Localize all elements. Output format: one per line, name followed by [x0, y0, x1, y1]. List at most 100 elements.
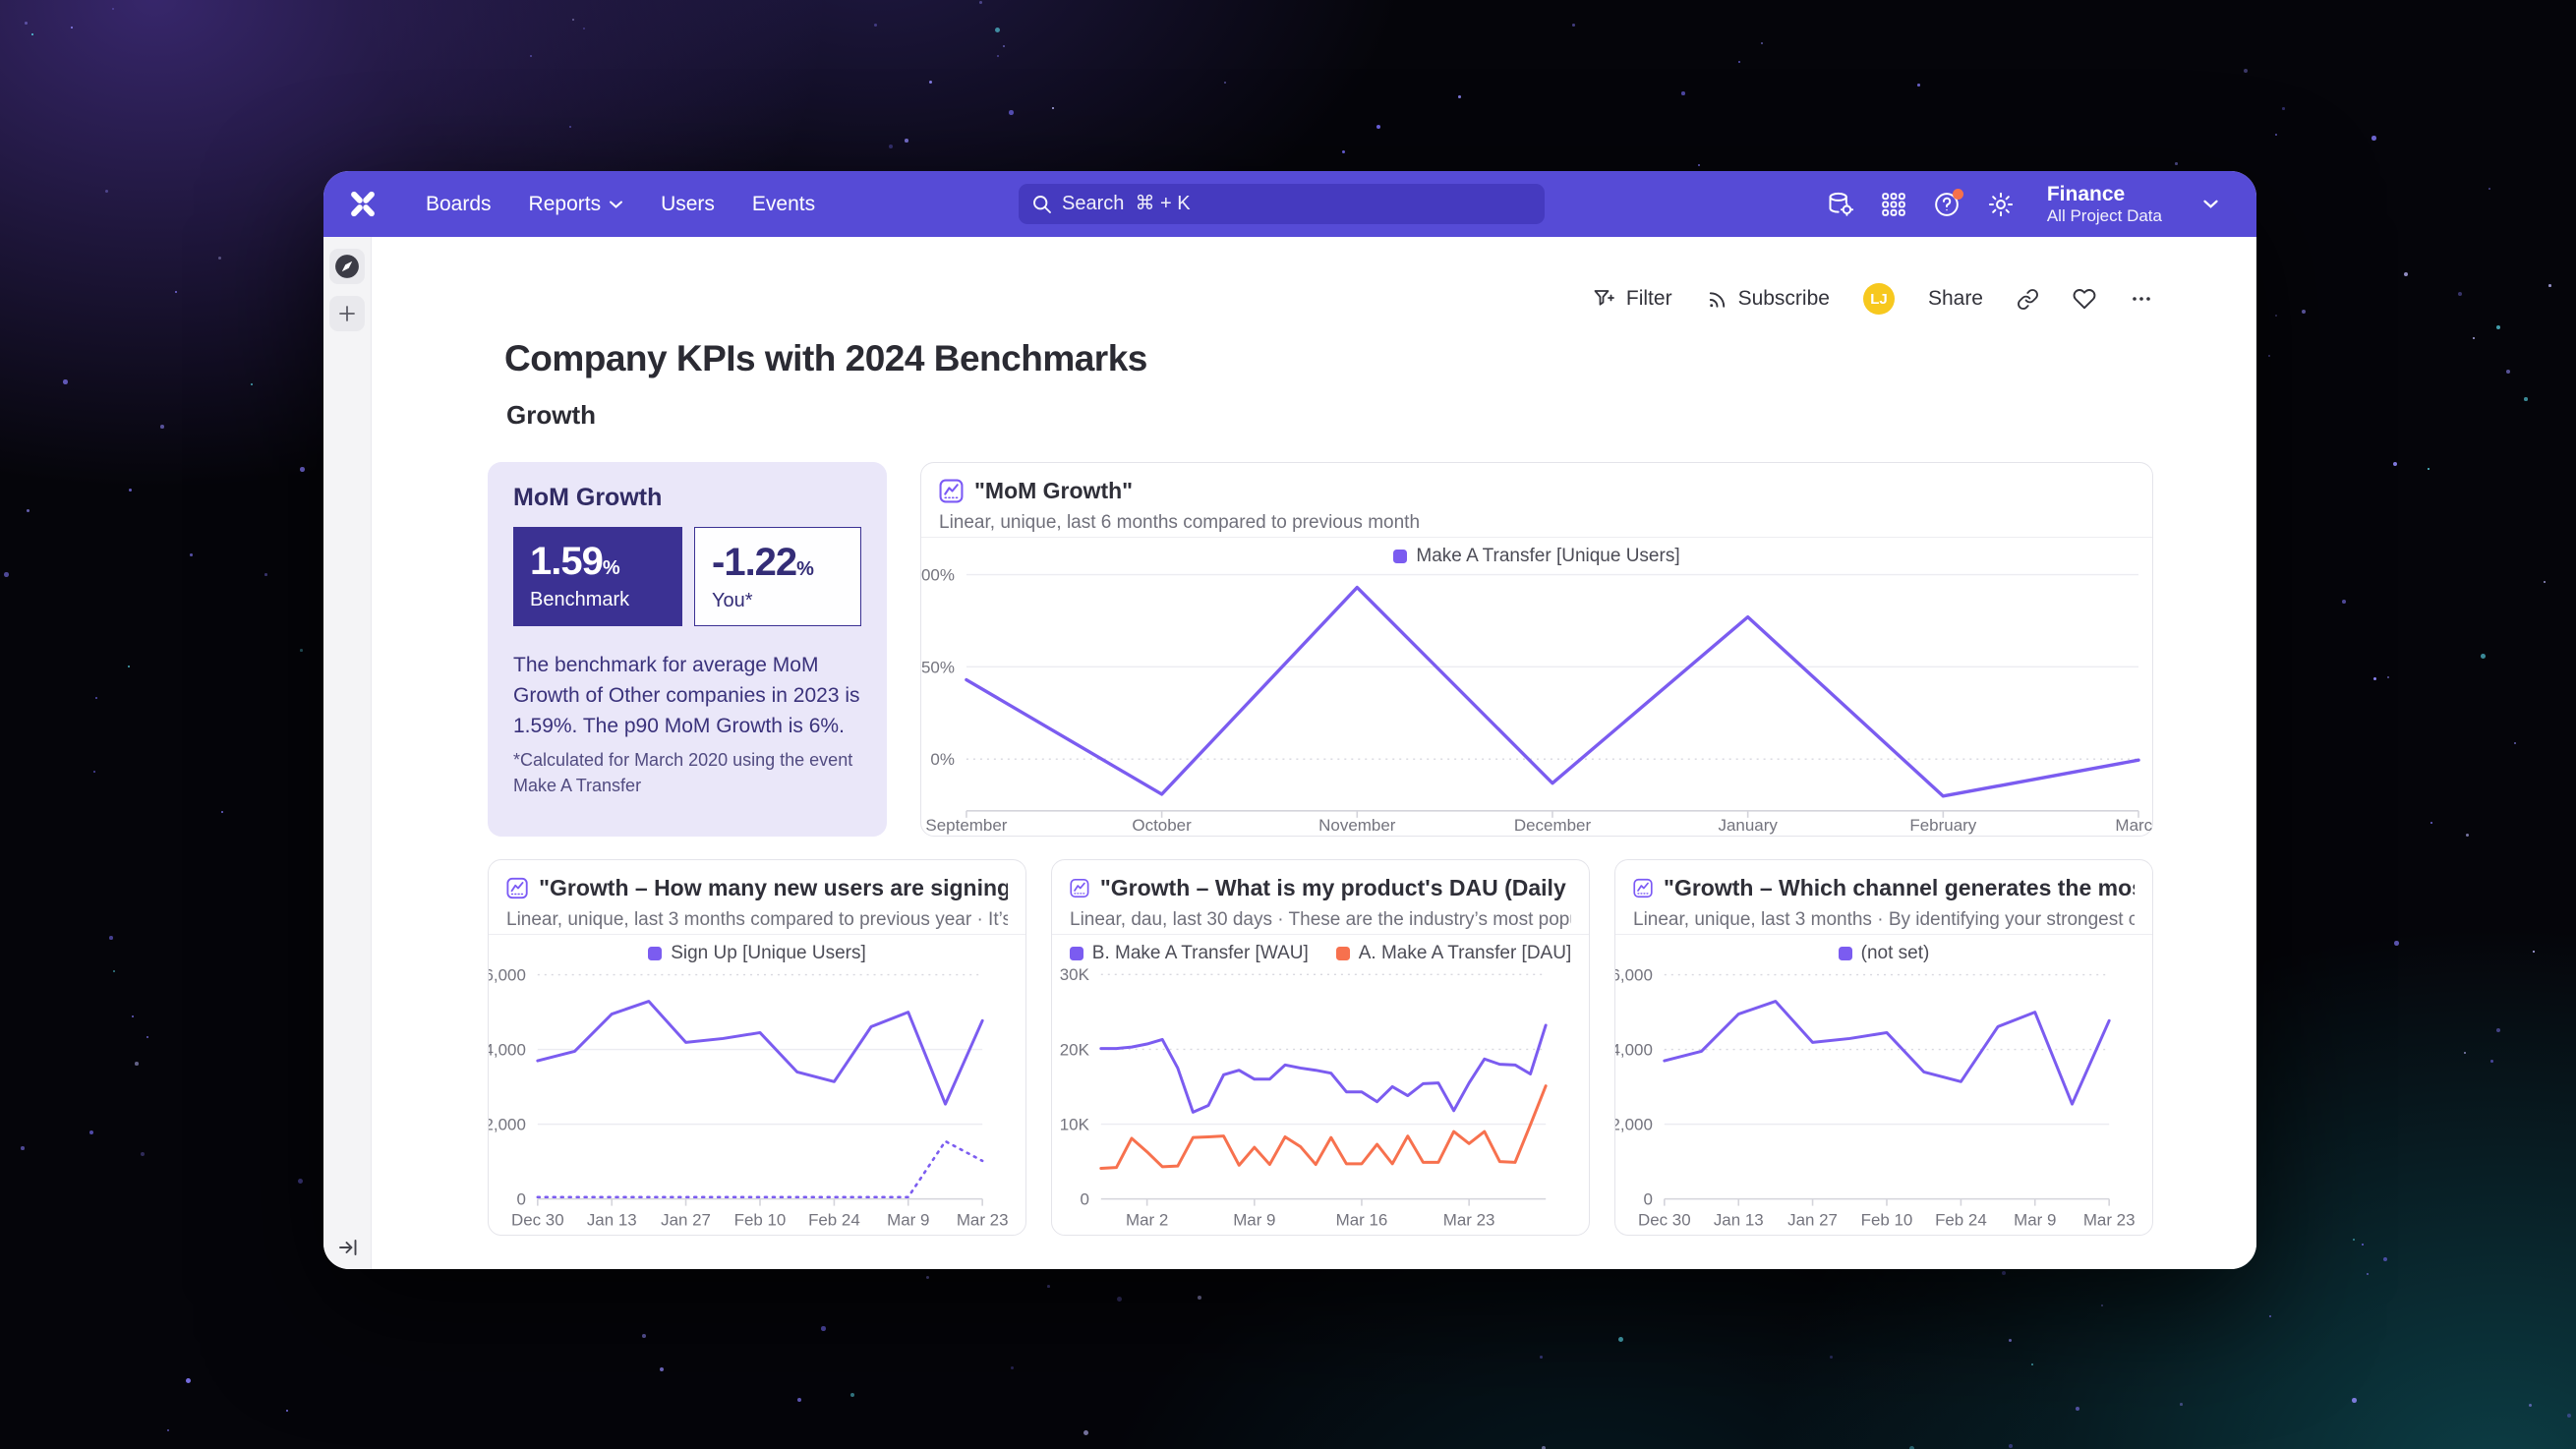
signup-channels-chart-card: "Growth – Which channel generates the mo… — [1614, 859, 2153, 1236]
share-button[interactable]: Share — [1928, 287, 1983, 311]
svg-text:Jan 13: Jan 13 — [1714, 1211, 1764, 1230]
ellipsis-icon — [2133, 297, 2150, 301]
more-options-button[interactable] — [2130, 287, 2153, 311]
project-chevron-down-icon[interactable] — [2202, 199, 2219, 209]
svg-text:6,000: 6,000 — [489, 966, 526, 985]
help-icon[interactable] — [1933, 188, 1963, 218]
svg-text:Mar 16: Mar 16 — [1336, 1211, 1388, 1230]
chart-canvas[interactable]: 6,000 4,000 2,000 0 Dec 30 Jan 13 Jan 27 Feb 10… — [1615, 960, 2152, 1244]
legend-swatch — [1838, 947, 1852, 960]
svg-text:0: 0 — [516, 1190, 525, 1209]
plus-icon — [339, 306, 355, 321]
svg-text:0: 0 — [1643, 1190, 1652, 1209]
chart-subtitle: Linear, unique, last 6 months compared t… — [939, 512, 1421, 533]
you-value: -1.22 — [712, 541, 797, 584]
chart-canvas[interactable]: 30K 20K 10K 0 Mar 2 Mar 9 Mar 16 Mar 23 — [1052, 960, 1589, 1244]
dashboard-toolbar: Filter Subscribe LJ Share — [1593, 279, 2153, 319]
expand-sidebar-button[interactable] — [323, 1236, 372, 1259]
dashboard-content: Filter Subscribe LJ Share — [372, 237, 2256, 1269]
svg-text:Mar 9: Mar 9 — [2014, 1211, 2056, 1230]
svg-text:2,000: 2,000 — [1615, 1116, 1653, 1134]
mom-growth-benchmark-card: MoM Growth 1.59% Benchmark -1.22% You* T… — [488, 462, 887, 837]
benchmark-label: Benchmark — [530, 589, 630, 610]
copy-link-button[interactable] — [2017, 288, 2039, 311]
benchmark-card-title: MoM Growth — [513, 484, 663, 511]
nav-item-label: Users — [661, 192, 715, 215]
nav-item-events[interactable]: Events — [752, 193, 815, 216]
chart-legend: (not set) — [1615, 943, 2152, 964]
filter-button[interactable]: Filter — [1593, 287, 1672, 311]
legend-swatch — [1393, 550, 1408, 563]
svg-text:4,000: 4,000 — [489, 1041, 526, 1060]
boards-compass-button[interactable] — [329, 249, 365, 284]
settings-gear-icon[interactable] — [1987, 191, 2015, 218]
svg-text:October: October — [1132, 816, 1192, 835]
chart-title[interactable]: "Growth – What is my product's DAU (Dail… — [1099, 875, 1571, 900]
project-scope: All Project Data — [2046, 205, 2162, 225]
report-icon — [939, 479, 964, 503]
mixpanel-logo-icon[interactable] — [347, 189, 379, 219]
nav-item-reports[interactable]: Reports — [529, 193, 624, 216]
svg-text:0%: 0% — [930, 750, 955, 769]
avatar-initials: LJ — [1870, 290, 1888, 308]
apps-grid-icon[interactable] — [1881, 192, 1906, 217]
chart-title[interactable]: "Growth – Which channel generates the mo… — [1664, 875, 2135, 900]
svg-text:30K: 30K — [1060, 965, 1090, 984]
legend-item[interactable]: Sign Up [Unique Users] — [648, 943, 866, 964]
left-sidebar — [323, 237, 372, 1269]
global-search[interactable] — [1019, 184, 1545, 224]
dau-chart-card: "Growth – What is my product's DAU (Dail… — [1051, 859, 1590, 1236]
project-switcher[interactable]: Finance All Project Data — [2047, 182, 2162, 227]
svg-text:Dec 30: Dec 30 — [511, 1211, 564, 1230]
add-board-button[interactable] — [329, 296, 365, 331]
nav-item-users[interactable]: Users — [661, 193, 715, 216]
svg-text:Dec 30: Dec 30 — [1638, 1211, 1691, 1230]
svg-text:December: December — [1514, 816, 1592, 835]
chart-title[interactable]: "Growth – How many new users are signing… — [539, 875, 1008, 900]
report-icon — [506, 877, 528, 899]
svg-text:November: November — [1318, 816, 1396, 835]
subscribe-button[interactable]: Subscribe — [1706, 287, 1830, 311]
legend-swatch — [648, 947, 663, 960]
chart-header: "Growth – Which channel generates the mo… — [1633, 875, 2135, 931]
nav-item-boards[interactable]: Boards — [426, 193, 492, 216]
mom-growth-chart-card: "MoM Growth" Linear, unique, last 6 mont… — [920, 462, 2153, 837]
search-input[interactable] — [1062, 193, 1531, 215]
svg-text:Mar 23: Mar 23 — [957, 1211, 1009, 1230]
svg-text:Feb 10: Feb 10 — [1861, 1211, 1913, 1230]
chart-legend: Sign Up [Unique Users] — [489, 943, 1025, 964]
filter-funnel-icon — [1594, 290, 1614, 306]
chart-canvas[interactable]: 6,000 4,000 2,000 0 Dec 30 Jan 13 Jan 27 Feb 10… — [489, 960, 1025, 1244]
notification-dot — [1952, 188, 1963, 200]
divider — [1052, 934, 1589, 935]
svg-text:September: September — [925, 816, 1007, 835]
legend-item[interactable]: B. Make A Transfer [WAU] — [1069, 943, 1309, 964]
section-heading: Growth — [506, 400, 596, 430]
legend-item[interactable]: A. Make A Transfer [DAU] — [1335, 943, 1571, 964]
favorite-button[interactable] — [2073, 287, 2096, 311]
chart-title[interactable]: "MoM Growth" — [974, 478, 1134, 503]
benchmark-footnote: *Calculated for March 2020 using the eve… — [513, 750, 853, 796]
arrow-to-bar-icon — [338, 1240, 356, 1255]
chart-canvas[interactable]: 100% 50% 0% September October November Decembe… — [921, 563, 2152, 848]
chart-subtitle: Linear, unique, last 3 months compared t… — [506, 909, 1008, 930]
svg-text:50%: 50% — [921, 658, 955, 676]
svg-text:6,000: 6,000 — [1615, 966, 1653, 985]
svg-text:0: 0 — [1080, 1190, 1088, 1209]
svg-text:Feb 24: Feb 24 — [808, 1211, 860, 1230]
chart-subtitle: Linear, unique, last 3 months · By ident… — [1633, 909, 2135, 930]
top-navbar: Boards Reports Users Events — [323, 171, 2256, 237]
search-icon — [1033, 195, 1051, 213]
svg-text:Mar 2: Mar 2 — [1126, 1211, 1168, 1230]
svg-text:Jan 27: Jan 27 — [661, 1211, 711, 1230]
chevron-down-icon — [610, 201, 623, 208]
chart-header: "Growth – What is my product's DAU (Dail… — [1070, 875, 1571, 931]
legend-item[interactable]: (not set) — [1838, 943, 1929, 964]
user-avatar[interactable]: LJ — [1862, 283, 1895, 315]
data-management-icon[interactable] — [1827, 191, 1854, 218]
report-icon — [1070, 878, 1089, 898]
legend-item[interactable]: Make A Transfer [Unique Users] — [1393, 546, 1680, 567]
subscribe-label: Subscribe — [1737, 287, 1830, 310]
nav-item-label: Boards — [426, 192, 492, 215]
